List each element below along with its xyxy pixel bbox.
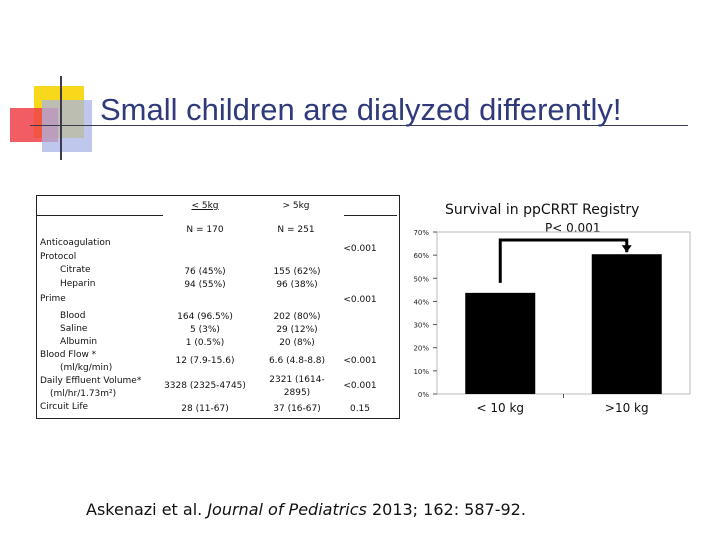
row-label: Saline (60, 324, 88, 334)
row-p: <0.001 (343, 295, 377, 305)
row-p: <0.001 (343, 381, 377, 391)
row-c1: 5 (3%) (190, 325, 220, 335)
decor-blue-square (42, 100, 92, 152)
row-c1: 12 (7.9-15.6) (175, 356, 235, 366)
row-c2: 155 (62%) (273, 267, 321, 277)
col1-header: < 5kg (191, 201, 219, 211)
y-tick-label: 0% (418, 391, 429, 399)
row-label: Blood (60, 311, 86, 321)
bracket-arrowhead (621, 245, 632, 253)
row-label: Prime (40, 294, 66, 304)
row-label: (ml/kg/min) (60, 363, 113, 373)
y-tick-label: 40% (413, 298, 429, 306)
col2-header: > 5kg (282, 201, 310, 211)
bar (465, 292, 536, 394)
bar (591, 254, 662, 394)
citation-authors: Askenazi et al. (86, 500, 208, 519)
row-c2: 96 (38%) (276, 280, 318, 290)
citation-journal: Journal of Pediatrics (207, 500, 367, 519)
row-c2: 2321 (1614- (269, 375, 325, 385)
survival-bar-chart: 0% 10% 20% 30% 40% 50% 60% 70% < 10 kg >10 kg (413, 229, 691, 415)
decor-vertical-line (60, 76, 62, 160)
row-label: Heparin (60, 279, 96, 289)
table-header-rule (37, 215, 163, 216)
x-tick-label: < 10 kg (476, 401, 524, 415)
table-header-rule-p (344, 215, 397, 216)
citation-details: 2013; 162: 587-92. (366, 500, 526, 519)
x-tick-label: >10 kg (605, 401, 649, 415)
row-c1: 3328 (2325-4745) (164, 381, 246, 391)
row-c2: 29 (12%) (276, 325, 318, 335)
slide-title: Small children are dialyzed differently! (100, 92, 622, 127)
title-underline (30, 125, 688, 126)
row-p: <0.001 (343, 356, 377, 366)
row-label: Blood Flow * (40, 350, 97, 360)
row-label: Protocol (40, 252, 77, 262)
chart-title: Survival in ppCRRT Registry (445, 202, 640, 218)
col2-n: N = 251 (277, 225, 315, 235)
row-label: Daily Effluent Volume* (40, 376, 142, 386)
row-c1: 164 (96.5%) (177, 312, 233, 322)
row-c1: 28 (11-67) (181, 404, 229, 414)
row-c2: 20 (8%) (279, 338, 315, 348)
comparison-table (36, 195, 400, 419)
row-c1: 94 (55%) (184, 280, 226, 290)
y-tick-label: 30% (413, 322, 429, 330)
y-tick-label: 70% (413, 229, 429, 237)
row-c2: 202 (80%) (273, 312, 321, 322)
row-label: Circuit Life (40, 402, 89, 412)
y-tick-label: 60% (413, 252, 429, 260)
row-c2-cont: 2895) (283, 388, 311, 398)
col1-n: N = 170 (186, 225, 224, 235)
row-label: Citrate (60, 265, 91, 275)
citation: Askenazi et al. Journal of Pediatrics 20… (86, 500, 526, 519)
y-tick-label: 20% (413, 345, 429, 353)
row-p: <0.001 (343, 244, 377, 254)
y-tick-label: 10% (413, 368, 429, 376)
row-c2: 6.6 (4.8-8.8) (268, 356, 326, 366)
row-label: (ml/hr/1.73m²) (50, 389, 117, 399)
row-label: Anticoagulation (40, 238, 111, 248)
row-c1: 76 (45%) (184, 267, 226, 277)
y-tick-label: 50% (413, 275, 429, 283)
row-c2: 37 (16-67) (273, 404, 321, 414)
row-label: Albumin (60, 337, 98, 347)
row-p: 0.15 (349, 404, 371, 414)
row-c1: 1 (0.5%) (185, 338, 225, 348)
